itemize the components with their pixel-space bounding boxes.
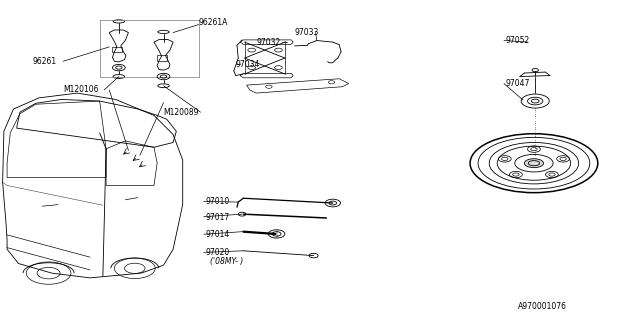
Text: 97052: 97052 (505, 36, 529, 45)
Text: 97033: 97033 (294, 28, 319, 37)
Text: 97020: 97020 (205, 248, 229, 257)
Text: 97034: 97034 (236, 60, 260, 69)
Ellipse shape (524, 159, 543, 168)
Text: 96261: 96261 (33, 57, 57, 66)
Text: M120106: M120106 (63, 85, 99, 94)
Bar (157, 55, 167, 61)
Text: 97017: 97017 (205, 213, 229, 222)
Text: 96261A: 96261A (198, 19, 228, 28)
Text: 97010: 97010 (205, 197, 229, 206)
Bar (113, 47, 122, 52)
Text: ('08MY- ): ('08MY- ) (210, 258, 243, 267)
Text: 97047: 97047 (505, 79, 529, 88)
Text: 97014: 97014 (205, 230, 229, 239)
Text: 97032: 97032 (256, 38, 280, 47)
Text: M120089: M120089 (164, 108, 199, 117)
Text: A970001076: A970001076 (518, 302, 567, 311)
